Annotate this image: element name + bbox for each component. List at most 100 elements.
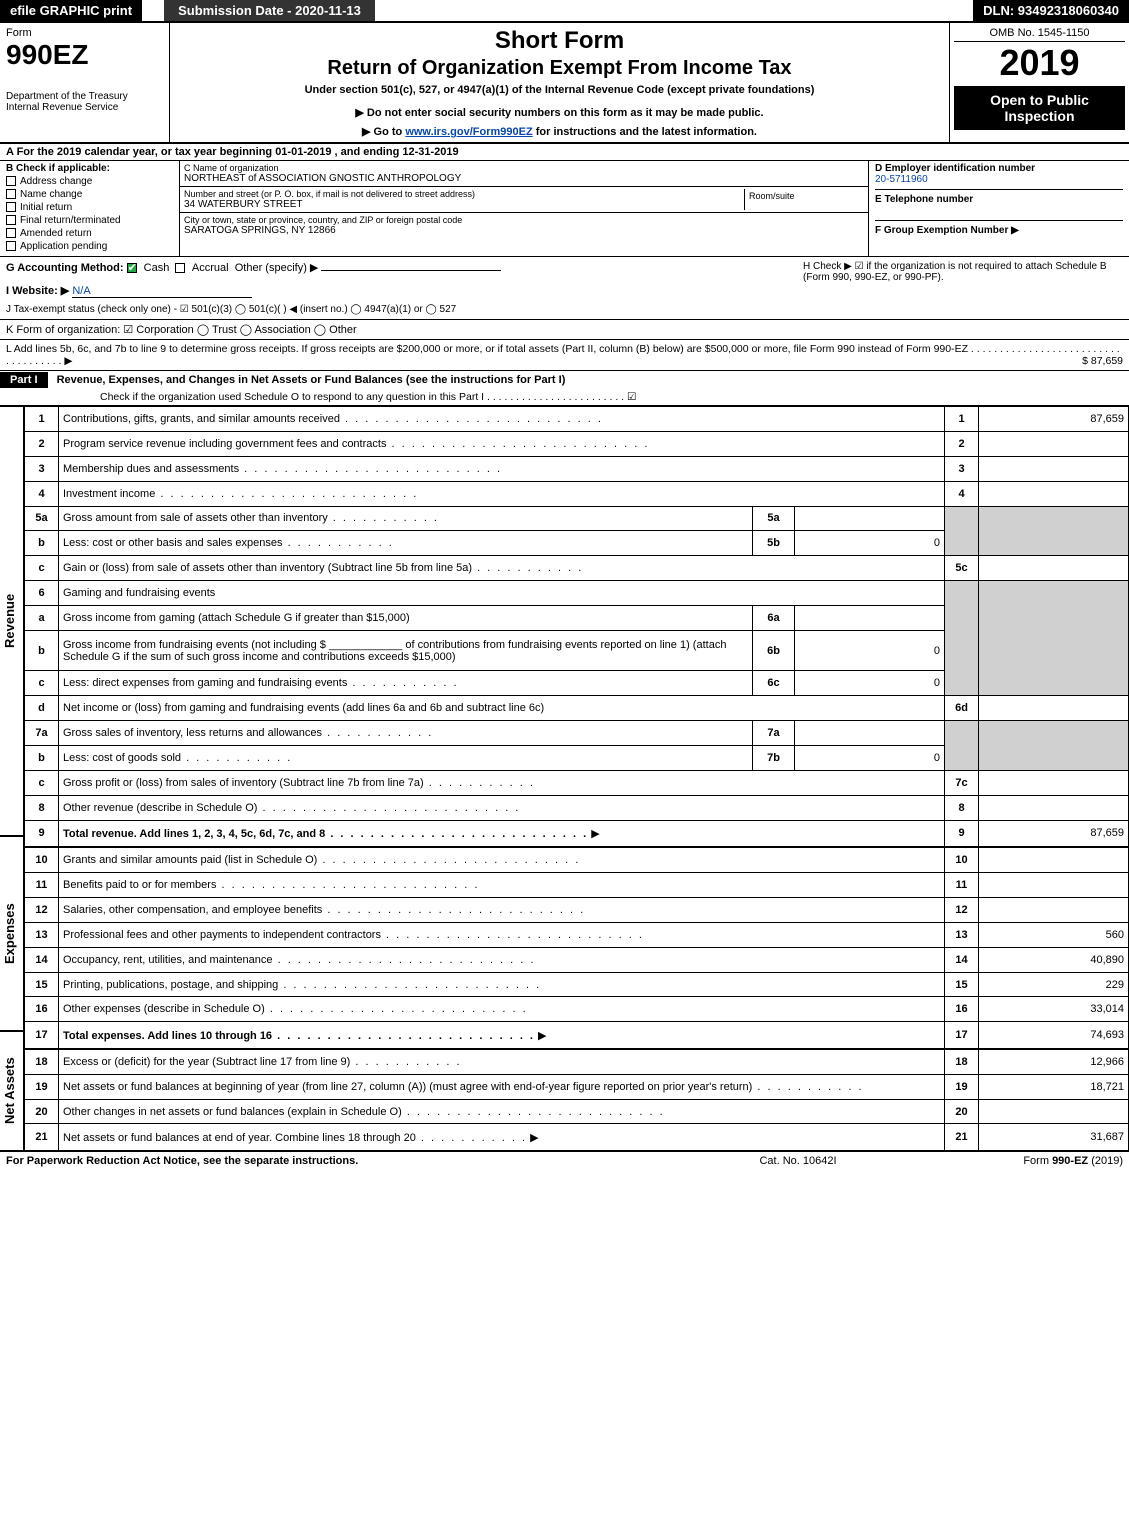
line-11-val <box>979 873 1129 898</box>
line-7c-val <box>979 770 1129 795</box>
lbl-name-change: Name change <box>20 189 82 200</box>
open-to-public: Open to Public Inspection <box>954 86 1125 130</box>
line-10-desc: Grants and similar amounts paid (list in… <box>63 854 580 866</box>
line-5b-num: b <box>25 531 59 556</box>
line-9-rnum: 9 <box>945 820 979 847</box>
line-21-val: 31,687 <box>979 1124 1129 1151</box>
chk-name-change[interactable] <box>6 189 16 199</box>
form-number: 990EZ <box>6 39 163 71</box>
line-7c-num: c <box>25 770 59 795</box>
line-7b-subval: 0 <box>795 746 945 771</box>
line-6b-desc: Gross income from fundraising events (no… <box>59 630 753 671</box>
line-7a-subval <box>795 721 945 746</box>
line-5b-subval: 0 <box>795 531 945 556</box>
line-10-num: 10 <box>25 847 59 873</box>
c-name-label: C Name of organization <box>184 163 864 173</box>
line-20-desc: Other changes in net assets or fund bala… <box>63 1106 665 1118</box>
chk-amended-return[interactable] <box>6 228 16 238</box>
tax-year: 2019 <box>954 42 1125 84</box>
line-18-desc: Excess or (deficit) for the year (Subtra… <box>63 1056 462 1068</box>
l-value: $ 87,659 <box>1082 355 1123 367</box>
short-form-title: Short Form <box>176 27 943 55</box>
arrow-icon: ▶ <box>591 828 599 840</box>
line-20-val <box>979 1099 1129 1124</box>
line-7a-desc: Gross sales of inventory, less returns a… <box>63 727 433 739</box>
line-8-val <box>979 795 1129 820</box>
line-16-desc: Other expenses (describe in Schedule O) <box>63 1003 528 1015</box>
chk-accrual[interactable] <box>175 263 185 273</box>
line-6a-desc: Gross income from gaming (attach Schedul… <box>59 606 753 631</box>
shade-6v <box>979 581 1129 696</box>
dln: DLN: 93492318060340 <box>973 0 1129 21</box>
line-11-num: 11 <box>25 873 59 898</box>
arrow-icon: ▶ <box>538 1030 546 1042</box>
chk-application-pending[interactable] <box>6 241 16 251</box>
form-label: Form <box>6 27 163 39</box>
line-7a-num: 7a <box>25 721 59 746</box>
efile-label[interactable]: efile GRAPHIC print <box>0 0 142 21</box>
line-9-val: 87,659 <box>979 820 1129 847</box>
line-10-val <box>979 847 1129 873</box>
chk-address-change[interactable] <box>6 176 16 186</box>
line-14-desc: Occupancy, rent, utilities, and maintena… <box>63 954 535 966</box>
chk-cash[interactable] <box>127 263 137 273</box>
lbl-other-specify: Other (specify) ▶ <box>235 262 319 274</box>
omb-number: OMB No. 1545-1150 <box>954 25 1125 42</box>
line-6a-subnum: 6a <box>753 606 795 631</box>
line-15-num: 15 <box>25 972 59 997</box>
line-19-rnum: 19 <box>945 1074 979 1099</box>
line-14-num: 14 <box>25 947 59 972</box>
line-8-desc: Other revenue (describe in Schedule O) <box>63 802 520 814</box>
website-value: N/A <box>72 285 252 298</box>
k-form-of-organization: K Form of organization: ☑ Corporation ◯ … <box>0 320 1129 340</box>
lbl-cash: Cash <box>144 262 170 274</box>
line-13-val: 560 <box>979 922 1129 947</box>
line-18-val: 12,966 <box>979 1049 1129 1075</box>
d-ein-label: D Employer identification number <box>875 163 1123 174</box>
other-method-input[interactable] <box>321 270 501 271</box>
line-6b-num: b <box>25 630 59 671</box>
line-5b-subnum: 5b <box>753 531 795 556</box>
return-title: Return of Organization Exempt From Incom… <box>176 57 943 80</box>
line-4-rnum: 4 <box>945 481 979 506</box>
line-15-desc: Printing, publications, postage, and shi… <box>63 979 541 991</box>
submission-date: Submission Date - 2020-11-13 <box>164 0 375 21</box>
dept-treasury: Department of the Treasury <box>6 91 163 102</box>
l-gross-receipts: L Add lines 5b, 6c, and 7b to line 9 to … <box>0 340 1129 371</box>
shade-7v <box>979 721 1129 771</box>
chk-initial-return[interactable] <box>6 202 16 212</box>
line-6d-val <box>979 696 1129 721</box>
line-5b-desc: Less: cost or other basis and sales expe… <box>63 537 394 549</box>
org-street: 34 WATERBURY STREET <box>184 199 744 210</box>
top-bar: efile GRAPHIC print Submission Date - 20… <box>0 0 1129 23</box>
line-5a-subnum: 5a <box>753 506 795 531</box>
lbl-application-pending: Application pending <box>20 241 107 252</box>
line-15-val: 229 <box>979 972 1129 997</box>
shade-5 <box>945 506 979 556</box>
line-4-val <box>979 481 1129 506</box>
part-i-body: Revenue Expenses Net Assets 1Contributio… <box>0 406 1129 1151</box>
part-i-title: Revenue, Expenses, and Changes in Net As… <box>51 371 572 389</box>
f-group-exemption-label: F Group Exemption Number ▶ <box>875 225 1123 236</box>
shade-5v <box>979 506 1129 556</box>
lbl-accrual: Accrual <box>192 262 229 274</box>
e-tel-label: E Telephone number <box>875 194 1123 205</box>
goto-instructions: ▶ Go to www.irs.gov/Form990EZ for instru… <box>176 125 943 138</box>
line-7a-subnum: 7a <box>753 721 795 746</box>
form-id-footer: Form 990-EZ (2019) <box>923 1155 1123 1167</box>
line-8-rnum: 8 <box>945 795 979 820</box>
line-12-desc: Salaries, other compensation, and employ… <box>63 904 585 916</box>
line-5c-val <box>979 556 1129 581</box>
line-6a-num: a <box>25 606 59 631</box>
line-20-num: 20 <box>25 1099 59 1124</box>
line-7c-rnum: 7c <box>945 770 979 795</box>
cat-no: Cat. No. 10642I <box>673 1155 923 1167</box>
irs-link[interactable]: www.irs.gov/Form990EZ <box>405 126 532 138</box>
chk-final-return[interactable] <box>6 215 16 225</box>
lbl-address-change: Address change <box>20 176 92 187</box>
lbl-amended-return: Amended return <box>20 228 92 239</box>
line-19-desc: Net assets or fund balances at beginning… <box>63 1081 864 1093</box>
line-5c-desc: Gain or (loss) from sale of assets other… <box>63 562 583 574</box>
line-6b-subnum: 6b <box>753 630 795 671</box>
vtab-revenue: Revenue <box>0 406 24 836</box>
